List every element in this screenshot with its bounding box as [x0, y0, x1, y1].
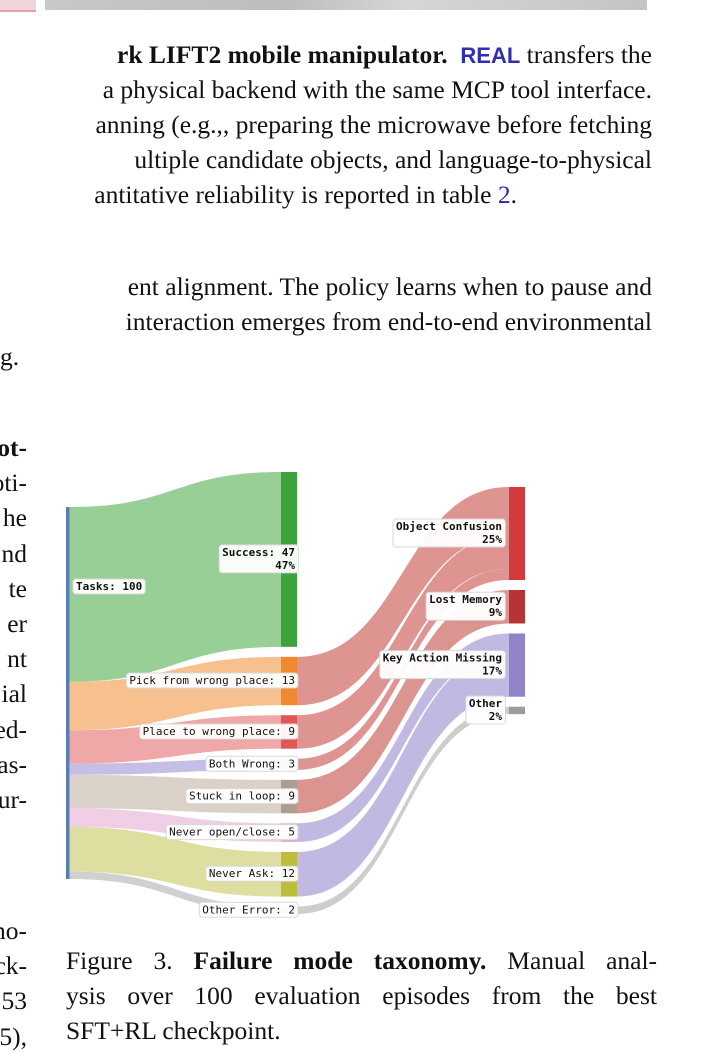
label-text: 17%: [482, 665, 502, 678]
label-box: [185, 788, 299, 805]
label-box: [139, 723, 299, 740]
system-name: REAL: [460, 43, 521, 68]
label-text: Place to wrong place: 9: [143, 725, 295, 738]
label-box: [218, 544, 299, 574]
text: transfers the: [526, 40, 652, 69]
text-line: nd: [1, 538, 28, 568]
label-box: [72, 578, 146, 595]
label-box: [205, 755, 299, 772]
text-line: as-: [0, 749, 27, 779]
text-line: ed-: [0, 714, 27, 744]
label-box: [379, 650, 506, 680]
label-text: Both Wrong: 3: [209, 757, 295, 770]
flow: [297, 652, 509, 897]
caption-line: Figure 3. Failure mode taxonomy. Manual …: [66, 946, 657, 976]
caption-label: Figure 3.: [66, 946, 173, 975]
label-text: Key Action Missing: [383, 652, 502, 665]
text-line: ur-: [0, 785, 27, 814]
outcome-label: Stuck in loop: 9: [185, 788, 299, 805]
text-line: he: [2, 503, 27, 533]
outcome-label: Never open/close: 5: [165, 824, 299, 841]
label-box: [198, 901, 299, 918]
text-line: nt: [7, 644, 27, 674]
text-line: er: [7, 609, 27, 638]
label-box: [165, 824, 299, 841]
label-text: Other Error: 2: [202, 903, 295, 916]
text-line: ultiple candidate objects, and language-…: [134, 145, 652, 174]
text-line: 53: [1, 986, 28, 1016]
text-line: a physical backend with the same MCP too…: [102, 75, 652, 104]
text-line: 5),: [0, 1021, 27, 1051]
outcome-label: Pick from wrong place: 13: [125, 672, 299, 689]
caption-line: ysis over 100 evaluation episodes from t…: [66, 981, 657, 1010]
label-text: Never open/close: 5: [169, 826, 295, 839]
flow: [297, 590, 509, 814]
text-line: ot-: [0, 433, 27, 462]
text-line: oti-: [0, 468, 27, 498]
label-text: Tasks: 100: [76, 580, 142, 593]
outcome-label: Other Error: 2: [198, 901, 299, 918]
caption-line: SFT+RL checkpoint.: [66, 1016, 281, 1045]
text: .: [510, 180, 517, 209]
caption-text: Manual anal-: [507, 946, 658, 975]
text-line: no-: [0, 916, 27, 945]
label-text: 9%: [489, 606, 503, 619]
label-text: Object Confusion: [396, 520, 502, 533]
label-text: 2%: [489, 710, 503, 723]
outcome-label: Never Ask: 12: [205, 865, 299, 882]
label-text: Lost Memory: [429, 593, 502, 606]
label-text: Pick from wrong place: 13: [129, 674, 295, 687]
flow: [297, 535, 509, 749]
text-line: ck-: [0, 951, 27, 981]
top-image: [45, 0, 647, 10]
outcome-label: Place to wrong place: 9: [139, 723, 299, 740]
label-text: 47%: [275, 559, 295, 572]
flow: [297, 633, 509, 842]
text-line: g.: [0, 342, 20, 371]
label-text: Stuck in loop: 9: [189, 790, 295, 803]
table-ref[interactable]: 2: [497, 180, 511, 209]
source-label: Tasks: 100: [72, 578, 146, 595]
outcome-label: Both Wrong: 3: [205, 755, 299, 772]
label-box: [205, 865, 299, 882]
label-box: [425, 591, 506, 621]
label-box: [125, 672, 299, 689]
label-text: Never Ask: 12: [209, 867, 295, 880]
flow: [69, 472, 281, 682]
category-bar: [509, 487, 525, 580]
flow: [297, 706, 509, 914]
source-bar: [66, 507, 70, 879]
category-bar: [509, 633, 525, 697]
text: antitative reliability is reported in ta…: [94, 180, 492, 209]
label-text: 25%: [482, 533, 502, 546]
text-line: interaction emerges from end-to-end envi…: [125, 307, 652, 336]
category-bar: [509, 590, 525, 624]
label-box: [392, 518, 506, 548]
text-line: ial: [1, 679, 28, 709]
text-line: rk LIFT2 mobile manipulator. REAL transf…: [117, 40, 652, 71]
caption-title: Failure mode taxonomy.: [193, 946, 487, 975]
text-line: anning (e.g.,, preparing the microwave b…: [95, 110, 652, 139]
text-line: antitative reliability is reported in ta…: [94, 180, 517, 210]
category-bar: [509, 706, 525, 715]
top-image-left: [0, 0, 36, 12]
text-line: ent alignment. The policy learns when to…: [127, 272, 652, 301]
label-text: Other: [469, 697, 502, 710]
label-box: [465, 695, 506, 725]
label-text: Success: 47: [222, 546, 295, 559]
bold-text: rk LIFT2 mobile manipulator.: [117, 40, 448, 69]
text-line: te: [8, 573, 27, 603]
